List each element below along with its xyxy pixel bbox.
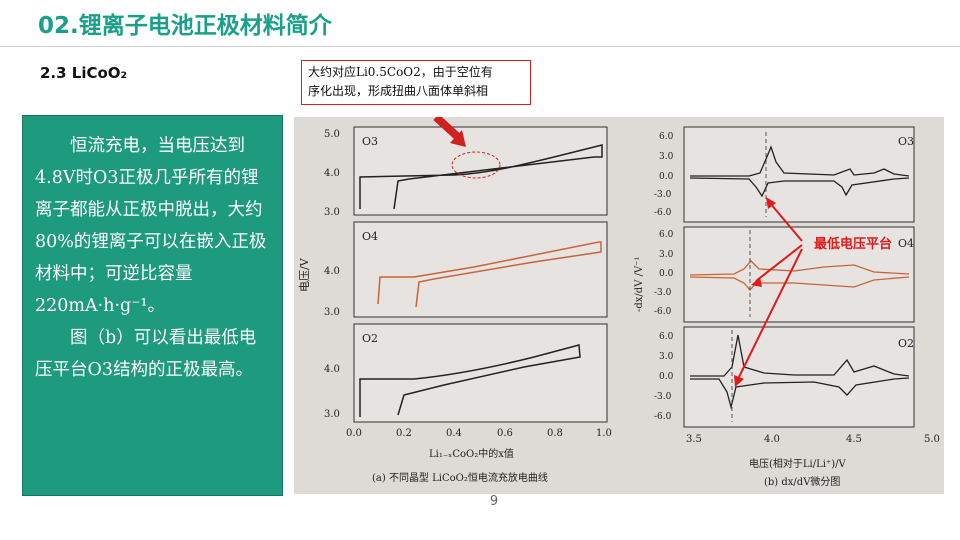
right-ytick-o3-3: 3.0 (659, 152, 674, 162)
right-ytick-o2-3: 3.0 (659, 352, 674, 362)
right-ytick-o3-6: 6.0 (659, 132, 674, 142)
right-o2-discharge-curve (690, 377, 910, 410)
right-o4-charge-curve (689, 260, 910, 276)
page-number: 9 (489, 494, 499, 509)
figure-photo: O3 O4 O2 5.0 4.0 3.0 4.0 3.0 4.0 3.0 电压/… (294, 117, 944, 494)
callout-arrow-shaft (433, 117, 463, 142)
right-xtick-3: 5.0 (924, 434, 940, 445)
annotation-arrowhead-o3 (766, 197, 776, 209)
callout-box: 大约对应Li0.5CoO2，由于空位有 序化出现，形成扭曲八面体单斜相 (301, 60, 531, 105)
right-ytick-o3-m3: -3.0 (654, 190, 672, 200)
annotation-arrow-o3 (769, 202, 803, 242)
right-ytick-o2-0: 0.0 (659, 372, 674, 382)
right-panel-o2-frame (683, 326, 915, 428)
left-figure: O3 O4 O2 5.0 4.0 3.0 4.0 3.0 4.0 3.0 电压/… (298, 126, 612, 484)
right-ytick-o2-m3: -3.0 (654, 392, 672, 402)
callout-arrow (433, 117, 466, 147)
right-caption: (b) dx/dV微分图 (764, 475, 840, 488)
left-ytick-o4-4: 4.0 (324, 266, 340, 277)
callout-line-1: 大约对应Li0.5CoO2，由于空位有 (308, 65, 493, 79)
left-o2-curve (359, 344, 581, 417)
left-ytick-o2-3: 3.0 (324, 409, 340, 420)
left-caption: (a) 不同晶型 LiCoO₂恒电流充放电曲线 (372, 471, 548, 484)
right-panel-o3-frame (683, 126, 915, 223)
left-panel-o4-frame (353, 221, 608, 318)
right-xtick-2: 4.5 (846, 434, 862, 445)
right-panel-o2-label: O2 (898, 337, 914, 350)
right-xtick-0: 3.5 (686, 434, 702, 445)
left-xtick-1: 0.2 (396, 428, 412, 439)
description-box: 恒流充电，当电压达到4.8V时O3正极几乎所有的锂离子都能从正极中脱出，大约80… (22, 115, 283, 496)
left-ylabel: 电压/V (298, 257, 311, 292)
right-figure: O3 O4 O2 6.0 3.0 0.0 -3.0 -6.0 6.0 3.0 0… (634, 126, 940, 488)
left-ytick-o3-3: 3.0 (324, 207, 340, 218)
right-ytick-o3-m6: -6.0 (654, 208, 672, 218)
min-voltage-label: 最低电压平台 (814, 236, 892, 252)
left-ytick-o4-3: 3.0 (324, 307, 340, 318)
min-voltage-annotation: 最低电压平台 (734, 197, 892, 387)
right-xtick-1: 4.0 (764, 434, 780, 445)
left-xtick-2: 0.4 (446, 428, 462, 439)
page-title: 02.锂离子电池正极材料简介 (38, 13, 332, 39)
right-ylabel: -dx/dV /V⁻¹ (634, 257, 645, 312)
right-xlabel: 电压(相对于Li/Li⁺)/V (749, 457, 846, 470)
right-o4-discharge-curve (689, 276, 910, 291)
left-ytick-o3-4: 4.0 (324, 168, 340, 179)
annotation-arrow-o4 (755, 244, 803, 282)
right-ytick-o2-6: 6.0 (659, 332, 674, 342)
annotation-arrowhead-o4 (751, 277, 762, 287)
description-paragraph-2: 图（b）可以看出最低电压平台O3结构的正极最高。 (35, 328, 257, 380)
left-panel-o4-label: O4 (362, 230, 378, 243)
callout-line-2: 序化出现，形成扭曲八面体单斜相 (308, 84, 489, 98)
left-o4-curve (377, 241, 602, 308)
right-ytick-o2-m6: -6.0 (654, 412, 672, 422)
callout-arrow-head (450, 130, 466, 147)
annotation-arrowhead-o2 (734, 375, 744, 387)
right-panel-o4-label: O4 (898, 237, 914, 250)
right-ytick-o3-0: 0.0 (659, 172, 674, 182)
right-panel-o3-label: O3 (898, 135, 914, 148)
left-xtick-3: 0.6 (497, 428, 513, 439)
title-divider (0, 46, 960, 47)
left-xtick-0: 0.0 (346, 428, 362, 439)
left-xlabel: Li₁₋ₓCoO₂中的x值 (429, 447, 514, 460)
right-ytick-o4-6: 6.0 (659, 230, 674, 240)
left-xtick-5: 1.0 (596, 428, 612, 439)
right-o3-charge-curve (690, 145, 910, 177)
left-ytick-o2-4: 4.0 (324, 364, 340, 375)
right-ytick-o4-m3: -3.0 (654, 288, 672, 298)
left-xtick-4: 0.8 (547, 428, 563, 439)
right-ytick-o4-3: 3.0 (659, 250, 674, 260)
left-ytick-o3-5: 5.0 (324, 129, 340, 140)
left-panel-o2-frame (353, 323, 608, 423)
description-paragraph-1: 恒流充电，当电压达到4.8V时O3正极几乎所有的锂离子都能从正极中脱出，大约80… (35, 136, 267, 316)
right-o3-discharge-curve (689, 177, 910, 198)
highlight-ellipse (451, 151, 501, 179)
right-ytick-o4-m6: -6.0 (654, 307, 672, 317)
left-panel-o3-label: O3 (362, 135, 378, 148)
annotation-arrow-o2 (737, 248, 803, 380)
left-panel-o2-label: O2 (362, 332, 378, 345)
section-title: 2.3 LiCoO₂ (40, 64, 128, 82)
right-ytick-o4-0: 0.0 (659, 269, 674, 279)
